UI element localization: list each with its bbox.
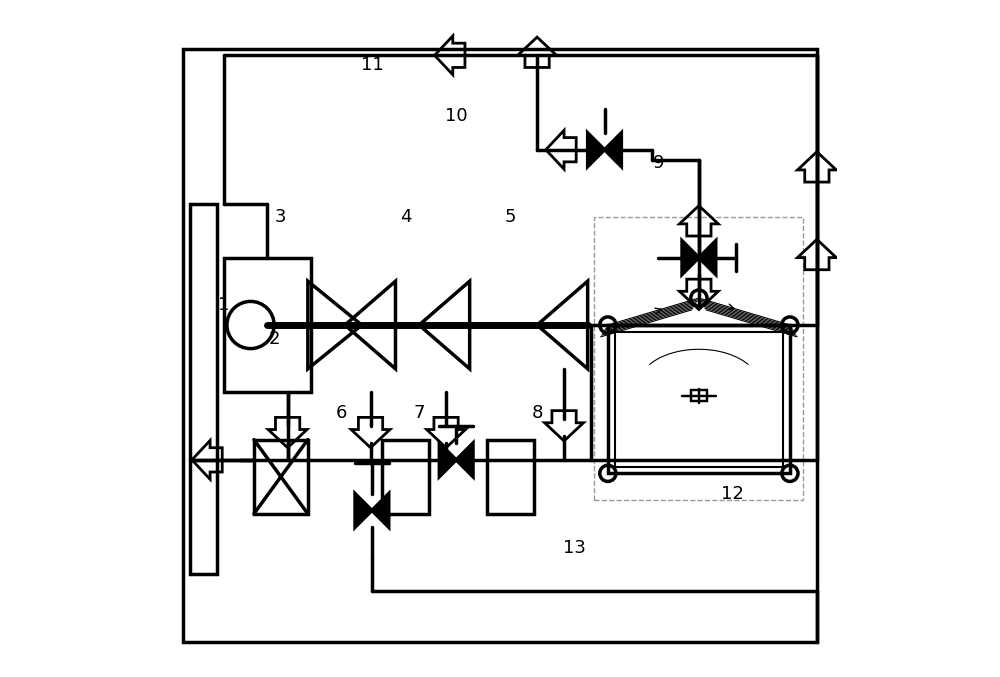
Text: 4: 4 [400, 208, 411, 226]
Bar [190, 204, 217, 575]
Text: 1: 1 [218, 296, 229, 313]
Polygon shape [439, 443, 456, 477]
Text: 5: 5 [504, 208, 516, 226]
Polygon shape [355, 494, 372, 527]
Bar [691, 391, 707, 401]
Polygon shape [682, 241, 699, 274]
Text: 10: 10 [445, 107, 467, 125]
Text: 12: 12 [721, 485, 744, 502]
Polygon shape [372, 494, 389, 527]
Bar [183, 49, 817, 642]
Polygon shape [605, 133, 621, 167]
Text: 3: 3 [275, 208, 287, 226]
Text: 2: 2 [268, 330, 280, 347]
Text: 9: 9 [653, 154, 664, 172]
Polygon shape [699, 241, 716, 274]
Bar [382, 439, 429, 514]
Bar [608, 325, 790, 473]
Text: 8: 8 [531, 403, 543, 422]
Bar [594, 217, 803, 500]
Polygon shape [588, 133, 605, 167]
Polygon shape [456, 443, 473, 477]
Text: 6: 6 [336, 403, 347, 422]
Bar [615, 332, 783, 466]
Text: 7: 7 [413, 403, 425, 422]
Text: 13: 13 [563, 538, 586, 556]
Text: 11: 11 [361, 56, 383, 74]
Bar [224, 257, 311, 393]
Bar [254, 439, 308, 514]
Bar [487, 439, 534, 514]
